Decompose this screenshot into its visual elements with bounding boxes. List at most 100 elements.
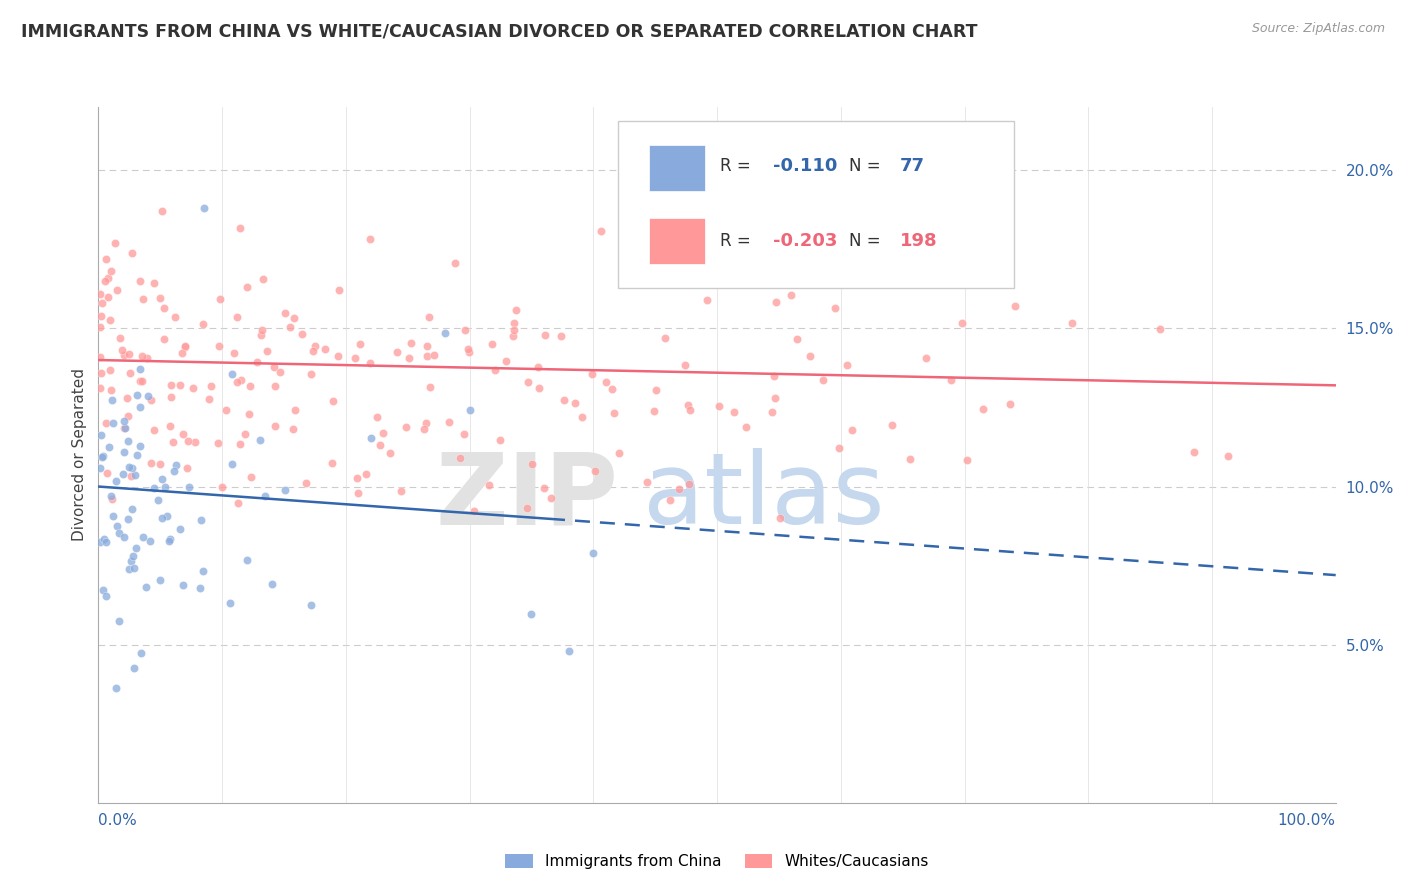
Point bbox=[1062, 316, 1084, 330]
Point bbox=[157, 533, 180, 548]
Point bbox=[522, 457, 544, 471]
Point bbox=[503, 316, 526, 330]
Point bbox=[131, 530, 153, 544]
Point bbox=[108, 614, 131, 628]
Point bbox=[765, 294, 787, 309]
Point bbox=[150, 472, 173, 486]
Point bbox=[658, 492, 681, 507]
Point bbox=[841, 423, 863, 437]
FancyBboxPatch shape bbox=[650, 145, 704, 191]
Point bbox=[418, 310, 440, 324]
Point bbox=[91, 449, 114, 463]
Point bbox=[176, 434, 198, 448]
Point bbox=[654, 331, 676, 345]
Point bbox=[260, 577, 283, 591]
Text: -0.110: -0.110 bbox=[773, 157, 837, 175]
Point bbox=[707, 399, 730, 413]
Point bbox=[786, 332, 808, 346]
Point bbox=[454, 323, 477, 337]
Point bbox=[100, 489, 122, 503]
Point bbox=[914, 351, 936, 366]
Point bbox=[250, 323, 273, 337]
Point bbox=[101, 416, 124, 430]
Point bbox=[131, 646, 153, 660]
Point bbox=[117, 409, 139, 423]
Point bbox=[160, 377, 183, 392]
Point bbox=[249, 434, 271, 448]
Point bbox=[188, 581, 211, 595]
Point bbox=[553, 393, 575, 408]
Point bbox=[96, 535, 118, 549]
Text: -0.203: -0.203 bbox=[773, 232, 837, 250]
Point bbox=[600, 382, 623, 396]
Point bbox=[533, 328, 555, 343]
Y-axis label: Divorced or Separated: Divorced or Separated bbox=[72, 368, 87, 541]
Point bbox=[256, 343, 278, 358]
Point bbox=[433, 326, 456, 340]
Point bbox=[121, 502, 143, 516]
Point bbox=[129, 274, 152, 288]
Point bbox=[111, 343, 134, 357]
Point bbox=[211, 480, 233, 494]
Point bbox=[139, 456, 162, 470]
Point bbox=[595, 375, 617, 389]
Point bbox=[582, 546, 605, 560]
Point bbox=[238, 378, 260, 392]
Point bbox=[225, 376, 247, 390]
Point bbox=[761, 405, 783, 419]
Point bbox=[112, 348, 135, 362]
Point bbox=[263, 359, 285, 374]
Text: R =: R = bbox=[720, 157, 755, 175]
Point bbox=[153, 480, 176, 494]
Point bbox=[108, 331, 131, 345]
Point bbox=[503, 323, 526, 337]
Point bbox=[89, 381, 111, 395]
Text: N =: N = bbox=[849, 232, 886, 250]
Point bbox=[160, 390, 183, 404]
Point bbox=[696, 293, 718, 307]
Point bbox=[416, 339, 439, 353]
Point bbox=[283, 311, 305, 326]
Point bbox=[346, 471, 368, 485]
Point bbox=[359, 232, 381, 246]
Point bbox=[125, 541, 148, 556]
Point bbox=[239, 470, 262, 484]
Point bbox=[172, 578, 194, 592]
Point bbox=[165, 458, 187, 472]
FancyBboxPatch shape bbox=[619, 121, 1014, 288]
Point bbox=[100, 264, 122, 278]
Point bbox=[174, 339, 197, 353]
Point bbox=[118, 347, 141, 361]
Point bbox=[387, 345, 409, 359]
Point bbox=[360, 431, 382, 445]
Point bbox=[723, 405, 745, 419]
Point bbox=[97, 271, 120, 285]
Point bbox=[122, 661, 145, 675]
Point bbox=[103, 509, 125, 524]
Point bbox=[146, 493, 169, 508]
Point bbox=[533, 481, 555, 495]
Point bbox=[449, 451, 471, 466]
Point bbox=[799, 350, 821, 364]
Point bbox=[193, 201, 215, 215]
Point bbox=[356, 467, 378, 481]
Point bbox=[112, 413, 135, 427]
Point bbox=[132, 292, 155, 306]
Point bbox=[609, 446, 631, 460]
Point bbox=[264, 419, 287, 434]
Point bbox=[413, 422, 436, 436]
Point bbox=[100, 383, 122, 397]
Text: IMMIGRANTS FROM CHINA VS WHITE/CAUCASIAN DIVORCED OR SEPARATED CORRELATION CHART: IMMIGRANTS FROM CHINA VS WHITE/CAUCASIAN… bbox=[21, 22, 977, 40]
Point bbox=[516, 375, 538, 389]
Point bbox=[141, 392, 163, 407]
Point bbox=[457, 342, 479, 356]
Point bbox=[655, 240, 678, 254]
Point bbox=[112, 421, 135, 435]
Point bbox=[89, 350, 111, 364]
Point bbox=[131, 374, 153, 388]
Point bbox=[91, 450, 114, 465]
Point bbox=[540, 491, 562, 505]
Point bbox=[526, 360, 548, 375]
Point bbox=[229, 221, 252, 235]
Point bbox=[637, 475, 659, 490]
